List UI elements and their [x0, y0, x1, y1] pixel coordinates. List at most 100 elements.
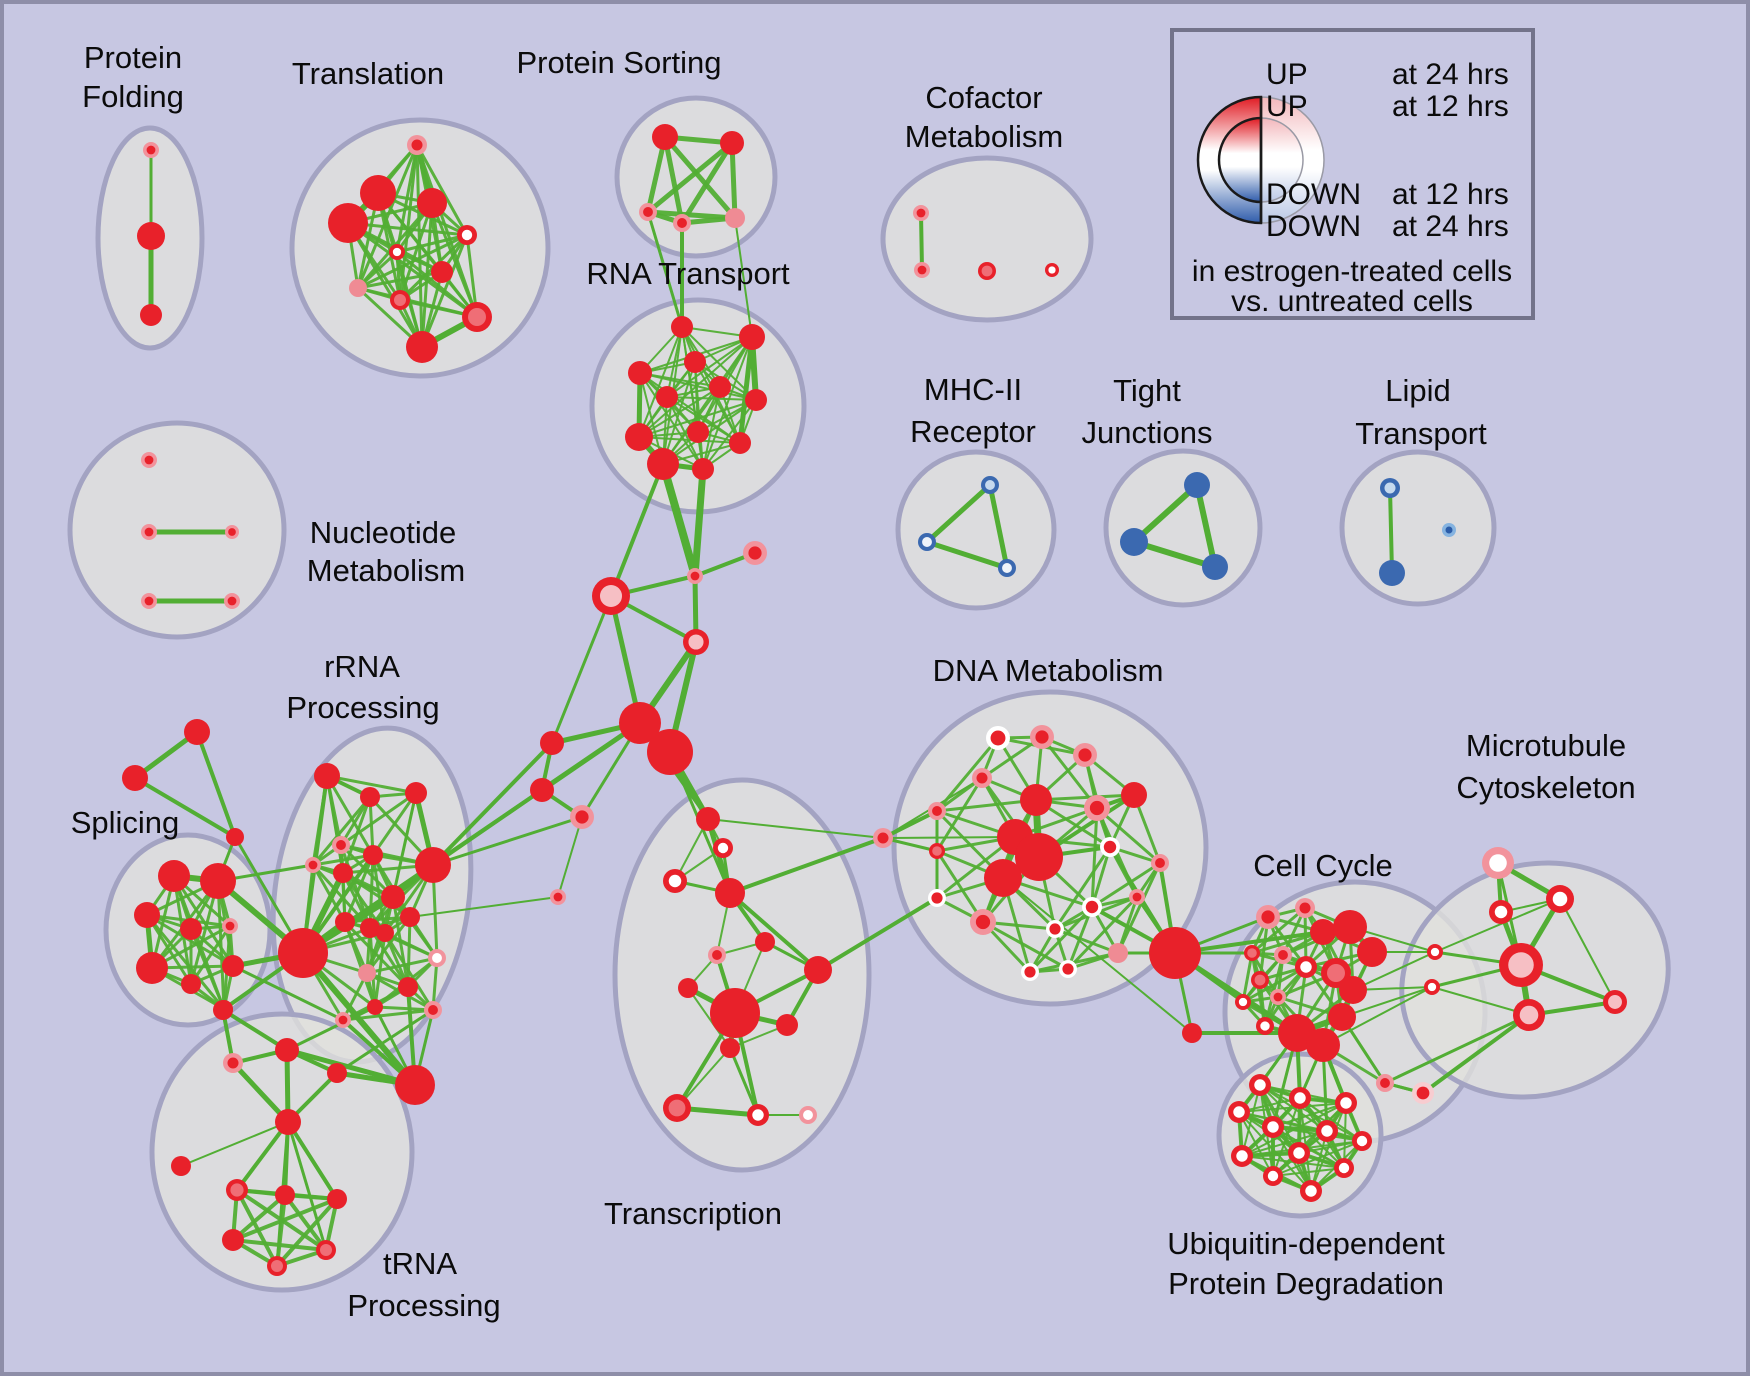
node-inner: [1103, 840, 1117, 854]
cluster-ellipse-trna-processing: [149, 1011, 415, 1293]
network-edge: [371, 791, 418, 857]
legend-time-1: at 12 hrs: [1392, 90, 1509, 123]
network-node-tr1: [713, 838, 733, 858]
network-node-rt10: [647, 448, 679, 480]
cluster-ellipse-lipid-transport: [1339, 449, 1497, 607]
legend-direction-3: DOWN: [1266, 210, 1361, 243]
network-node-sp3: [180, 918, 202, 940]
network-node-d5: [1121, 782, 1147, 808]
node-outer: [739, 324, 765, 350]
network-node-mt0: [1482, 847, 1514, 879]
node-inner: [916, 208, 926, 218]
cluster-label: Folding: [82, 79, 184, 114]
node-outer: [1108, 943, 1128, 963]
network-node-m3: [683, 629, 709, 655]
network-edge: [919, 211, 924, 272]
legend-time-3: at 24 hrs: [1392, 210, 1509, 243]
node-inner: [1489, 854, 1507, 872]
node-outer: [360, 787, 380, 807]
network-edge: [189, 927, 226, 1011]
network-edge: [230, 1060, 291, 1125]
network-node-u1: [1289, 1087, 1311, 1109]
cluster-label: Lipid: [1385, 373, 1451, 408]
network-edge: [311, 853, 375, 867]
node-inner: [228, 528, 236, 536]
network-node-rr4: [305, 857, 321, 873]
network-node-tn9: [222, 1229, 244, 1251]
network-node-tr12: [747, 1104, 769, 1126]
cluster-label: MHC-II: [924, 372, 1022, 407]
network-node-tr6: [804, 956, 832, 984]
network-node-pf0: [143, 142, 159, 158]
network-edge: [645, 140, 735, 215]
node-inner: [1238, 997, 1248, 1007]
node-inner: [1384, 482, 1396, 494]
node-inner: [411, 139, 423, 151]
network-edge: [368, 853, 375, 930]
network-edge: [231, 964, 345, 1022]
node-outer: [656, 386, 678, 408]
network-node-nu0: [141, 452, 157, 468]
node-outer: [1182, 1023, 1202, 1043]
network-node-ps0: [652, 124, 678, 150]
network-edge: [339, 791, 418, 847]
network-edge: [395, 233, 469, 254]
node-inner: [338, 1015, 348, 1025]
node-inner: [1261, 910, 1275, 924]
node-outer: [696, 807, 720, 831]
network-edge: [346, 221, 424, 349]
cluster-label: Metabolism: [307, 553, 466, 588]
network-node-d1: [1030, 725, 1054, 749]
network-node-d16: [1082, 897, 1102, 917]
node-outer: [1020, 784, 1052, 816]
network-node-rr10: [360, 918, 380, 938]
network-node-rr5: [333, 863, 353, 883]
network-node-d18: [1046, 920, 1064, 938]
network-node-rt7: [687, 421, 709, 443]
network-node-tr7: [678, 978, 698, 998]
network-edge: [638, 326, 683, 438]
network-edge: [406, 915, 412, 989]
network-node-cc11: [1339, 976, 1367, 1004]
legend-direction-0: UP: [1266, 58, 1308, 91]
legend-glyph-inner-left: [1217, 116, 1263, 204]
cluster-label: Junctions: [1082, 415, 1213, 450]
node-inner: [1035, 730, 1049, 744]
network-node-tn8: [327, 1189, 347, 1209]
node-inner: [432, 953, 442, 963]
node-inner: [1132, 892, 1142, 902]
network-edge: [286, 1120, 339, 1201]
node-inner: [1048, 266, 1056, 274]
node-inner: [1024, 966, 1036, 978]
network-nodes: [122, 124, 1627, 1276]
network-node-d0: [986, 726, 1010, 750]
network-edge: [691, 465, 707, 580]
network-edge: [1066, 895, 1139, 971]
network-edge: [662, 134, 685, 226]
node-inner: [1608, 995, 1622, 1009]
node-inner: [1305, 1185, 1317, 1197]
network-node-mt2: [1489, 900, 1513, 924]
node-inner: [271, 1260, 283, 1272]
network-edge: [1002, 877, 1193, 1034]
network-edge: [373, 1005, 435, 1012]
node-inner: [320, 1244, 332, 1256]
network-node-tn7: [275, 1185, 295, 1205]
network-edge: [325, 774, 345, 875]
cluster-label: Receptor: [910, 414, 1036, 449]
node-inner: [1254, 974, 1266, 986]
network-edge: [409, 896, 559, 918]
network-node-mt7: [1603, 990, 1627, 1014]
node-outer: [328, 203, 368, 243]
network-node-cc6: [1357, 937, 1387, 967]
network-node-d19: [1021, 963, 1039, 981]
cluster-ellipse-mhc-ii-receptor: [895, 449, 1057, 611]
node-outer: [1339, 976, 1367, 1004]
network-edge: [343, 853, 375, 924]
network-node-tr11: [663, 1094, 691, 1122]
node-inner: [690, 571, 700, 581]
network-edge: [1034, 793, 1136, 802]
cluster-ellipse-cofactor-metabolism: [880, 155, 1094, 323]
network-node-tr8: [710, 988, 760, 1038]
cluster-label: Ubiquitin-dependent: [1167, 1226, 1445, 1261]
